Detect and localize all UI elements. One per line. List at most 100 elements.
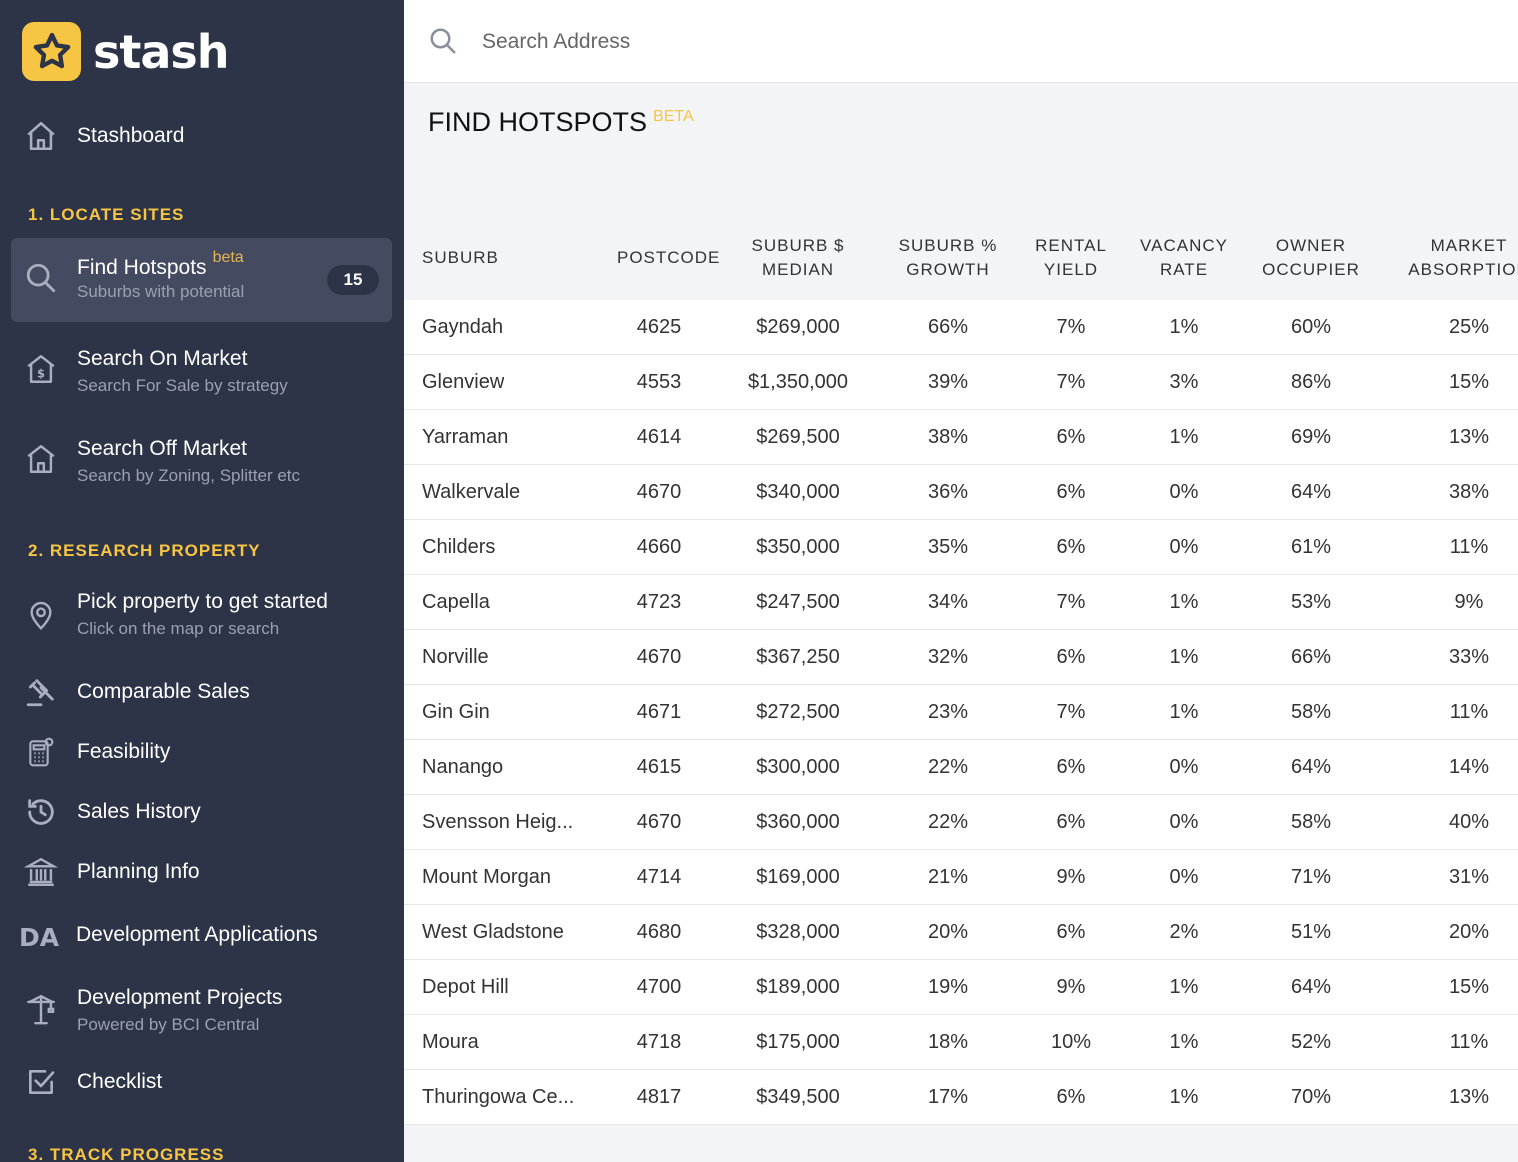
- cell-vacancy: 0%: [1169, 811, 1199, 833]
- table-row[interactable]: Gayndah 4625 $269,000 66% 7% 1% 60% 25%: [404, 300, 1518, 355]
- cell-growth: 17%: [927, 1086, 969, 1108]
- cell-suburb: West Gladstone: [422, 921, 564, 943]
- cell-yield: 7%: [1056, 591, 1086, 613]
- sidebar-item-subtitle: Search by Zoning, Splitter etc: [77, 466, 301, 485]
- cell-absorption: 13%: [1448, 1086, 1490, 1108]
- cell-owner: 66%: [1290, 646, 1332, 668]
- sidebar-item-search-on-market[interactable]: $ Search On Market Search For Sale by st…: [11, 340, 392, 410]
- column-header-owner-occupier[interactable]: OWNER OCCUPIER: [1262, 236, 1360, 279]
- table-row[interactable]: Moura 4718 $175,000 18% 10% 1% 52% 11%: [404, 1015, 1518, 1070]
- cell-vacancy: 1%: [1169, 1086, 1199, 1108]
- column-header-vacancy-rate[interactable]: VACANCY RATE: [1140, 236, 1228, 279]
- sidebar-item-development-projects[interactable]: Development Projects Powered by BCI Cent…: [11, 979, 392, 1049]
- sidebar-item-label: Search On Market: [77, 347, 248, 370]
- sidebar-item-search-off-market[interactable]: Search Off Market Search by Zoning, Spli…: [11, 430, 392, 500]
- search-bar: [404, 0, 1518, 83]
- table-row[interactable]: Depot Hill 4700 $189,000 19% 9% 1% 64% 15%: [404, 960, 1518, 1015]
- main-content: FIND HOTSPOTS BETA SUBURB POSTCODE SUBURB…: [404, 83, 1518, 1162]
- cell-postcode: 4670: [636, 481, 682, 503]
- cell-growth: 32%: [927, 646, 969, 668]
- cell-absorption: 33%: [1448, 646, 1490, 668]
- sidebar-item-label: Checklist: [77, 1070, 163, 1093]
- cell-growth: 23%: [927, 701, 969, 723]
- sidebar-item-planning-info[interactable]: Planning Info: [11, 852, 392, 896]
- table-row[interactable]: West Gladstone 4680 $328,000 20% 6% 2% 51% 20%: [404, 905, 1518, 960]
- column-header-suburb[interactable]: SUBURB: [422, 248, 499, 267]
- count-badge: 15: [327, 265, 379, 295]
- table-row[interactable]: Capella 4723 $247,500 34% 7% 1% 53% 9%: [404, 575, 1518, 630]
- cell-postcode: 4680: [636, 921, 682, 943]
- cell-absorption: 31%: [1448, 866, 1490, 888]
- cell-growth: 21%: [927, 866, 969, 888]
- cell-absorption: 38%: [1448, 481, 1490, 503]
- cell-suburb: Yarraman: [422, 426, 509, 448]
- sidebar-item-feasibility[interactable]: Feasibility: [11, 732, 392, 776]
- cell-owner: 51%: [1290, 921, 1332, 943]
- cell-growth: 35%: [927, 536, 969, 558]
- bank-icon: [23, 854, 59, 890]
- cell-yield: 6%: [1056, 426, 1086, 448]
- cell-postcode: 4614: [636, 426, 682, 448]
- cell-suburb: Mount Morgan: [422, 866, 551, 888]
- sidebar-item-stashboard[interactable]: Stashboard: [11, 116, 392, 160]
- cell-growth: 19%: [927, 976, 969, 998]
- table-row[interactable]: Walkervale 4670 $340,000 36% 6% 0% 64% 38%: [404, 465, 1518, 520]
- cell-median: $269,500: [756, 426, 840, 448]
- table-row[interactable]: Childers 4660 $350,000 35% 6% 0% 61% 11%: [404, 520, 1518, 575]
- table-row[interactable]: Gin Gin 4671 $272,500 23% 7% 1% 58% 11%: [404, 685, 1518, 740]
- cell-absorption: 11%: [1449, 1031, 1489, 1053]
- cell-postcode: 4718: [636, 1031, 682, 1053]
- cell-owner: 60%: [1290, 316, 1332, 338]
- sidebar-item-find-hotspots[interactable]: Find Hotspots beta Suburbs with potential…: [11, 238, 392, 322]
- search-input[interactable]: [482, 22, 1082, 62]
- column-header-growth[interactable]: SUBURB % GROWTH: [898, 236, 998, 279]
- cell-postcode: 4625: [636, 316, 682, 338]
- cell-yield: 6%: [1056, 536, 1086, 558]
- cell-yield: 10%: [1050, 1031, 1092, 1053]
- cell-vacancy: 1%: [1169, 591, 1199, 613]
- cell-suburb: Nanango: [422, 756, 504, 778]
- table-row[interactable]: Norville 4670 $367,250 32% 6% 1% 66% 33%: [404, 630, 1518, 685]
- sidebar-item-pick-property[interactable]: Pick property to get started Click on th…: [11, 583, 392, 653]
- column-header-rental-yield[interactable]: RENTAL YIELD: [1035, 236, 1107, 279]
- cell-postcode: 4660: [636, 536, 682, 558]
- cell-yield: 7%: [1056, 371, 1086, 393]
- table-row[interactable]: Nanango 4615 $300,000 22% 6% 0% 64% 14%: [404, 740, 1518, 795]
- cell-vacancy: 0%: [1169, 756, 1199, 778]
- cell-absorption: 25%: [1448, 316, 1490, 338]
- column-header-postcode[interactable]: POSTCODE: [617, 248, 721, 267]
- table-row[interactable]: Mount Morgan 4714 $169,000 21% 9% 0% 71% 31%: [404, 850, 1518, 905]
- cell-postcode: 4670: [636, 646, 682, 668]
- sidebar-item-development-applications[interactable]: DA Development Applications: [11, 915, 392, 959]
- cell-median: $269,000: [756, 316, 840, 338]
- cell-vacancy: 1%: [1169, 316, 1199, 338]
- brand-name: stash: [93, 24, 230, 79]
- table-row[interactable]: Yarraman 4614 $269,500 38% 6% 1% 69% 13%: [404, 410, 1518, 465]
- column-header-median[interactable]: SUBURB $ MEDIAN: [751, 236, 845, 279]
- beta-tag: beta: [212, 249, 244, 266]
- sidebar-item-subtitle: Search For Sale by strategy: [77, 376, 288, 395]
- table-row[interactable]: Glenview 4553 $1,350,000 39% 7% 3% 86% 15%: [404, 355, 1518, 410]
- sidebar-item-checklist[interactable]: Checklist: [11, 1062, 392, 1106]
- sidebar-item-sales-history[interactable]: Sales History: [11, 792, 392, 836]
- cell-absorption: 9%: [1454, 591, 1484, 613]
- table-header: SUBURB POSTCODE SUBURB $ MEDIAN SUBURB % G…: [404, 216, 1518, 300]
- table-row[interactable]: Svensson Heig... 4670 $360,000 22% 6% 0% 58% 40…: [404, 795, 1518, 850]
- table-row[interactable]: Thuringowa Ce... 4817 $349,500 17% 6% 1% 70% 13…: [404, 1070, 1518, 1125]
- cell-absorption: 13%: [1448, 426, 1490, 448]
- cell-median: $349,500: [756, 1086, 840, 1108]
- da-icon: DA: [18, 922, 60, 952]
- location-pin-icon: [23, 597, 59, 633]
- cell-owner: 64%: [1290, 756, 1332, 778]
- cell-suburb: Glenview: [422, 371, 505, 393]
- sidebar-item-subtitle: Suburbs with potential: [77, 282, 245, 301]
- cell-suburb: Childers: [422, 536, 496, 558]
- cell-owner: 70%: [1290, 1086, 1332, 1108]
- cell-yield: 6%: [1056, 921, 1086, 943]
- sidebar-item-comparable-sales[interactable]: Comparable Sales: [11, 672, 392, 716]
- cell-owner: 52%: [1290, 1031, 1332, 1053]
- cell-vacancy: 1%: [1169, 646, 1199, 668]
- logo[interactable]: stash: [22, 22, 230, 81]
- column-header-market-absorption[interactable]: MARKET ABSORPTION: [1408, 236, 1518, 279]
- table-body: Gayndah 4625 $269,000 66% 7% 1% 60% 25% Glenview…: [404, 300, 1518, 1125]
